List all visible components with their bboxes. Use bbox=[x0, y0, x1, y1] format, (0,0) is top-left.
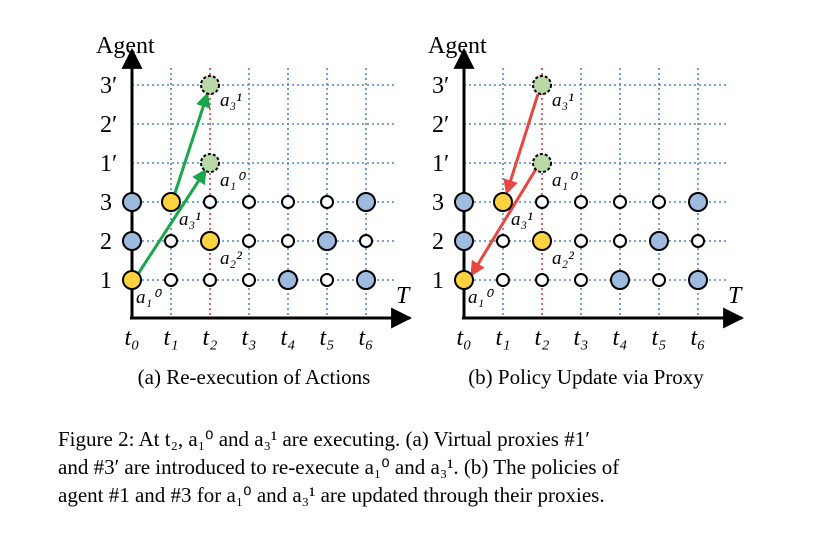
node bbox=[164, 273, 178, 287]
node bbox=[281, 195, 295, 209]
caption-line: and #3′ are introduced to re-execute a₁⁰… bbox=[58, 455, 619, 479]
node-label: a₂² bbox=[552, 248, 574, 269]
y-label: 3 bbox=[432, 190, 444, 216]
proxy-node bbox=[532, 153, 552, 173]
node bbox=[688, 192, 708, 212]
node bbox=[496, 234, 510, 248]
node bbox=[652, 195, 666, 209]
node-label: a₃¹ bbox=[179, 209, 201, 230]
node-label: a₁⁰ bbox=[220, 170, 246, 191]
node bbox=[242, 273, 256, 287]
node-label: a₁⁰ bbox=[468, 287, 494, 308]
x-label: t₆ bbox=[358, 325, 373, 351]
node bbox=[317, 231, 337, 251]
x-label: t₂ bbox=[534, 325, 549, 351]
x-label: t₃ bbox=[573, 325, 588, 351]
proxy-node bbox=[532, 75, 552, 95]
x-label: t₃ bbox=[241, 325, 256, 351]
y-label: 2′ bbox=[100, 112, 117, 138]
node bbox=[688, 270, 708, 290]
subcaption: (a) Re-execution of Actions bbox=[138, 365, 371, 389]
arrow bbox=[470, 168, 538, 277]
node bbox=[535, 195, 549, 209]
y-label: 1 bbox=[432, 268, 444, 294]
caption-line: Figure 2: At t₂, a₁⁰ and a₃¹ are executi… bbox=[58, 427, 590, 451]
node bbox=[164, 234, 178, 248]
y-axis-label: Agent bbox=[428, 33, 487, 59]
node bbox=[454, 270, 474, 290]
node bbox=[203, 195, 217, 209]
subcaption: (b) Policy Update via Proxy bbox=[468, 365, 704, 389]
node bbox=[161, 192, 181, 212]
y-label: 3′ bbox=[100, 73, 117, 99]
node bbox=[493, 192, 513, 212]
x-label: t₄ bbox=[612, 325, 627, 351]
node bbox=[278, 270, 298, 290]
node bbox=[691, 234, 705, 248]
proxy-node bbox=[200, 153, 220, 173]
node bbox=[359, 234, 373, 248]
x-axis-label: T bbox=[728, 283, 743, 309]
x-label: t₄ bbox=[280, 325, 295, 351]
y-label: 1 bbox=[100, 268, 112, 294]
node bbox=[532, 231, 552, 251]
node bbox=[652, 273, 666, 287]
node bbox=[613, 234, 627, 248]
node bbox=[574, 234, 588, 248]
node-label: a₃¹ bbox=[220, 90, 242, 111]
x-label: t₁ bbox=[495, 325, 510, 351]
x-label: t₁ bbox=[163, 325, 178, 351]
node-label: a₁⁰ bbox=[136, 287, 162, 308]
x-label: t₆ bbox=[690, 325, 705, 351]
node bbox=[649, 231, 669, 251]
caption-line: agent #1 and #3 for a₁⁰ and a₃¹ are upda… bbox=[58, 483, 605, 507]
node-label: a₃¹ bbox=[511, 209, 533, 230]
node bbox=[203, 273, 217, 287]
y-label: 1′ bbox=[432, 151, 449, 177]
x-label: t₅ bbox=[319, 325, 334, 351]
node bbox=[281, 234, 295, 248]
x-label: t₅ bbox=[651, 325, 666, 351]
y-axis-label: Agent bbox=[96, 33, 155, 59]
arrow bbox=[503, 93, 540, 195]
node bbox=[242, 195, 256, 209]
node bbox=[242, 234, 256, 248]
y-label: 2 bbox=[432, 229, 444, 255]
y-label: 2′ bbox=[432, 112, 449, 138]
node bbox=[454, 192, 474, 212]
node bbox=[320, 195, 334, 209]
arrow bbox=[136, 168, 207, 275]
node-label: a₁⁰ bbox=[552, 170, 578, 191]
y-label: 2 bbox=[100, 229, 112, 255]
proxy-node bbox=[200, 75, 220, 95]
node bbox=[535, 273, 549, 287]
node bbox=[200, 231, 220, 251]
x-label: t₂ bbox=[202, 325, 217, 351]
node-label: a₂² bbox=[220, 248, 242, 269]
node bbox=[496, 273, 510, 287]
y-label: 3′ bbox=[432, 73, 449, 99]
node bbox=[122, 270, 142, 290]
y-label: 1′ bbox=[100, 151, 117, 177]
node bbox=[574, 195, 588, 209]
node bbox=[356, 192, 376, 212]
node bbox=[454, 231, 474, 251]
y-label: 3 bbox=[100, 190, 112, 216]
node bbox=[320, 273, 334, 287]
node bbox=[613, 195, 627, 209]
node-label: a₃¹ bbox=[552, 90, 574, 111]
node bbox=[356, 270, 376, 290]
node bbox=[122, 231, 142, 251]
node bbox=[574, 273, 588, 287]
x-axis-label: T bbox=[396, 283, 411, 309]
node bbox=[610, 270, 630, 290]
x-label: t₀ bbox=[456, 325, 471, 351]
x-label: t₀ bbox=[124, 325, 139, 351]
arrow bbox=[173, 92, 211, 194]
node bbox=[122, 192, 142, 212]
